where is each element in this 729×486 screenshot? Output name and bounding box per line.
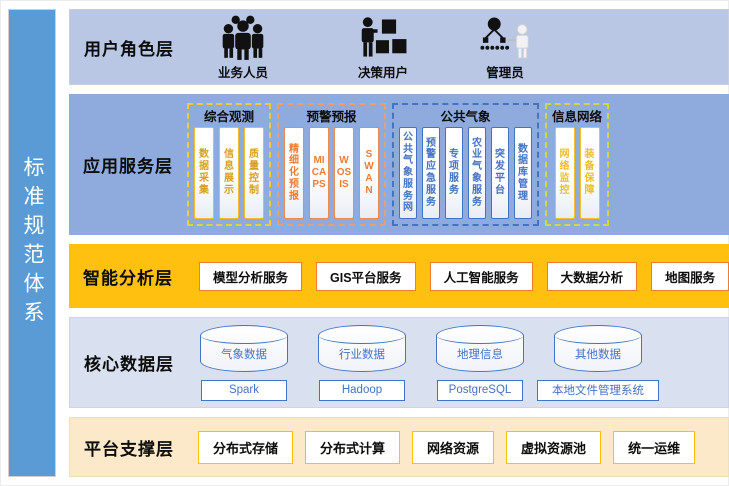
service-box: 农 业 气 象 服 务	[468, 127, 486, 219]
database-cylinder-icon: 行业数据	[318, 324, 406, 372]
service-box: S W A N	[359, 127, 379, 219]
analysis-services: 模型分析服务 GIS平台服务 人工智能服务 大数据分析 地图服务	[199, 261, 729, 291]
database-cylinder-icon: 气象数据	[200, 324, 288, 372]
people-group-icon	[222, 15, 264, 60]
org-chart-person-icon	[480, 17, 529, 58]
group-items: 数 据 采 集 信 息 展 示 质 量 控 制	[194, 127, 264, 219]
group-items: 精 细 化 预 报 MI CA PS W OS IS S W A N	[284, 127, 379, 219]
service-groups: 综合观测 数 据 采 集 信 息 展 示 质 量 控 制 预警预报 精 细 化 …	[187, 103, 610, 226]
analysis-service-box: 大数据分析	[546, 261, 638, 291]
database-columns: 气象数据 Spark 行业数据 Hadoop 地理信息 PostgreSQL	[200, 324, 659, 401]
group-title: 预警预报	[306, 110, 357, 124]
db-column-industry: 行业数据 Hadoop	[318, 324, 406, 401]
database-label: 气象数据	[221, 348, 267, 361]
service-box: 突 发 平 台	[491, 127, 509, 219]
resource-box: 统一运维	[613, 430, 696, 464]
technology-box: Hadoop	[319, 379, 405, 401]
resource-box: 虚拟资源池	[506, 430, 602, 464]
database-label: 地理信息	[457, 348, 503, 361]
role-business-staff: 业务人员	[188, 14, 298, 81]
service-box: 数 据 采 集	[194, 127, 214, 219]
analysis-service-box: 地图服务	[651, 261, 729, 291]
group-items: 公 共 气 象 服 务 网 预 警 应 急 服 务 专 项 服 务 农 业 气 …	[399, 127, 532, 219]
service-box: 数 据 库 管 理	[514, 127, 532, 219]
ai-layer-title: 智能分析层	[83, 268, 173, 288]
group-title: 公共气象	[440, 110, 491, 124]
group-warning-forecast: 预警预报 精 细 化 预 报 MI CA PS W OS IS S W A N	[277, 103, 386, 226]
service-box: 质 量 控 制	[244, 127, 264, 219]
app-layer-title: 应用服务层	[83, 157, 173, 176]
technology-box: PostgreSQL	[437, 379, 523, 401]
service-box: 预 警 应 急 服 务	[422, 127, 440, 219]
role-label: 决策用户	[357, 65, 408, 80]
service-box: 装 备 保 障	[579, 127, 600, 219]
role-label: 管理员	[486, 65, 524, 80]
group-items: 网 络 监 控 装 备 保 障	[552, 127, 602, 219]
user-layer-title: 用户角色层	[84, 39, 174, 59]
user-role-layer: 用户角色层 业务人员	[69, 9, 729, 85]
service-box: W OS IS	[334, 127, 354, 219]
group-information-network: 信息网络 网 络 监 控 装 备 保 障	[545, 103, 610, 226]
technology-box: Spark	[201, 379, 287, 401]
service-box: 公 共 气 象 服 务 网	[399, 127, 417, 219]
analysis-service-box: 模型分析服务	[199, 261, 303, 291]
resource-box: 分布式存储	[198, 430, 294, 464]
left-pillar-label: 标准规范体系	[21, 156, 44, 330]
role-decision-user: 决策用户	[328, 16, 438, 81]
analysis-service-box: GIS平台服务	[316, 261, 416, 291]
analysis-service-box: 人工智能服务	[429, 261, 533, 291]
technology-box: 本地文件管理系统	[537, 379, 659, 401]
group-public-meteorology: 公共气象 公 共 气 象 服 务 网 预 警 应 急 服 务 专 项 服 务 农…	[392, 103, 539, 226]
resource-box: 网络资源	[412, 430, 495, 464]
service-box: 专 项 服 务	[445, 127, 463, 219]
platform-layer-title: 平台支撑层	[84, 439, 174, 459]
database-cylinder-icon: 地理信息	[436, 324, 524, 372]
group-title: 综合观测	[203, 110, 254, 124]
service-box: MI CA PS	[309, 127, 329, 219]
resource-box: 分布式计算	[305, 430, 401, 464]
app-service-layer: 应用服务层 综合观测 数 据 采 集 信 息 展 示 质 量 控 制 预警预报 …	[69, 94, 729, 235]
db-column-geographic: 地理信息 PostgreSQL	[436, 324, 524, 401]
db-column-weather: 气象数据 Spark	[200, 324, 288, 401]
group-integrated-observation: 综合观测 数 据 采 集 信 息 展 示 质 量 控 制	[187, 103, 271, 226]
role-administrator: 管理员	[450, 16, 560, 81]
service-box: 网 络 监 控	[554, 127, 575, 219]
roles: 业务人员 决策用户	[188, 14, 560, 81]
database-label: 其他数据	[575, 348, 621, 361]
person-blocks-icon	[361, 16, 407, 57]
platform-resources: 分布式存储 分布式计算 网络资源 虚拟资源池 统一运维	[198, 430, 696, 464]
role-label: 业务人员	[217, 65, 268, 80]
left-pillar-standards: 标准规范体系	[8, 9, 56, 477]
db-column-other: 其他数据 本地文件管理系统	[537, 324, 659, 401]
group-title: 信息网络	[552, 110, 603, 124]
database-label: 行业数据	[339, 348, 385, 361]
database-cylinder-icon: 其他数据	[554, 324, 642, 372]
core-data-layer: 核心数据层 气象数据 Spark 行业数据 Hadoop 地理信息	[69, 317, 729, 408]
layers-column: 用户角色层 业务人员	[69, 9, 729, 477]
intelligent-analysis-layer: 智能分析层 模型分析服务 GIS平台服务 人工智能服务 大数据分析 地图服务	[69, 244, 729, 308]
service-box: 信 息 展 示	[219, 127, 239, 219]
platform-support-layer: 平台支撑层 分布式存储 分布式计算 网络资源 虚拟资源池 统一运维	[69, 417, 729, 477]
service-box: 精 细 化 预 报	[284, 127, 304, 219]
data-layer-title: 核心数据层	[84, 355, 174, 374]
